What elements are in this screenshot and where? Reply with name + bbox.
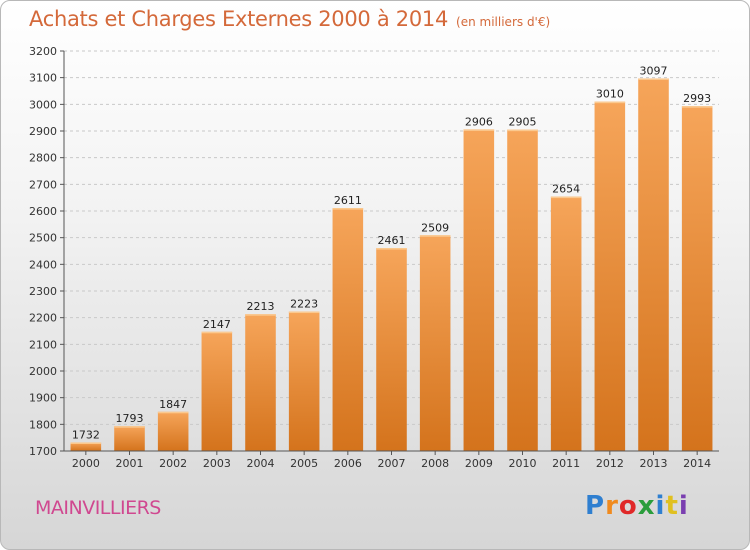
bar-top-highlight xyxy=(114,426,145,428)
logo-letter: i xyxy=(678,491,689,521)
bar-2011[interactable] xyxy=(550,196,582,451)
data-label-2012: 3010 xyxy=(596,88,624,101)
bar-2003[interactable] xyxy=(201,331,233,451)
y-tick-label: 2500 xyxy=(29,232,57,245)
bar-top-highlight xyxy=(681,106,713,108)
city-name: MAINVILLIERS xyxy=(35,497,161,519)
x-tick-label-2009: 2009 xyxy=(465,457,493,470)
data-label-2014: 2993 xyxy=(683,92,711,105)
x-tick-label-2000: 2000 xyxy=(72,457,100,470)
x-tick-label-2002: 2002 xyxy=(159,457,187,470)
bar-2000[interactable] xyxy=(70,442,102,451)
x-tick-label-2010: 2010 xyxy=(509,457,537,470)
title-text: Achats et Charges Externes 2000 à 2014 xyxy=(29,7,449,31)
logo-letter: t xyxy=(665,491,679,521)
bar-2004[interactable] xyxy=(245,314,276,451)
chart-title: Achats et Charges Externes 2000 à 2014 (e… xyxy=(29,7,550,31)
x-tick-label-2004: 2004 xyxy=(247,457,275,470)
x-tick-label-2014: 2014 xyxy=(683,457,711,470)
x-tick-label-2012: 2012 xyxy=(596,457,624,470)
data-label-2013: 3097 xyxy=(640,64,668,77)
y-tick-label: 2700 xyxy=(29,178,57,191)
bar-2007[interactable] xyxy=(376,248,407,451)
y-tick-label: 2000 xyxy=(29,365,57,378)
logo-letter: r xyxy=(605,491,619,521)
data-label-2010: 2905 xyxy=(509,116,537,129)
bar-top-highlight xyxy=(376,248,407,250)
axes: 1700 1800 1900 2000 2100 2200 2300 2400 2500 2600… xyxy=(29,45,719,470)
bar-2008[interactable] xyxy=(419,235,451,451)
data-label-2000: 1732 xyxy=(72,428,100,441)
y-tick-label: 2800 xyxy=(29,152,57,165)
bars: 1732 1793 1847 2147 2213 2223 2611 2461 2509 2906… xyxy=(70,64,713,452)
y-tick-label: 2400 xyxy=(29,258,57,271)
bar-2006[interactable] xyxy=(332,208,364,451)
data-label-2003: 2147 xyxy=(203,318,231,331)
proxiti-logo[interactable]: Proxiti xyxy=(585,491,689,521)
data-label-2005: 2223 xyxy=(290,298,318,311)
bar-2001[interactable] xyxy=(114,426,145,451)
logo-letter: x xyxy=(637,491,656,521)
y-tick-label: 2300 xyxy=(29,285,57,298)
y-tick-label: 1800 xyxy=(29,418,57,431)
bar-top-highlight xyxy=(463,129,495,131)
x-tick-label-2005: 2005 xyxy=(290,457,318,470)
data-label-2009: 2906 xyxy=(465,115,493,128)
data-label-2007: 2461 xyxy=(378,234,406,247)
x-tick-label-2003: 2003 xyxy=(203,457,231,470)
bar-2014[interactable] xyxy=(681,106,713,451)
bar-2009[interactable] xyxy=(463,129,495,451)
data-label-2008: 2509 xyxy=(421,221,449,234)
logo-letter: o xyxy=(618,491,638,521)
y-tick-label: 2100 xyxy=(29,338,57,351)
y-tick-label: 3200 xyxy=(29,45,57,58)
chart-subtitle: (en milliers d'€) xyxy=(456,15,551,29)
bar-top-highlight xyxy=(507,129,538,132)
bar-2013[interactable] xyxy=(638,78,669,451)
x-tick-label-2011: 2011 xyxy=(552,457,580,470)
bar-top-highlight xyxy=(201,331,233,334)
bar-2005[interactable] xyxy=(288,311,320,451)
bar-2002[interactable] xyxy=(157,411,189,451)
bar-top-highlight xyxy=(288,311,320,314)
bar-top-highlight xyxy=(638,78,669,80)
y-tick-label: 3000 xyxy=(29,98,57,111)
bar-top-highlight xyxy=(245,314,276,316)
bar-2012[interactable] xyxy=(594,101,626,452)
bar-top-highlight xyxy=(332,208,364,210)
x-tick-label-2001: 2001 xyxy=(116,457,144,470)
bar-top-highlight xyxy=(419,235,451,237)
bar-top-highlight xyxy=(594,101,626,104)
data-label-2004: 2213 xyxy=(247,300,275,313)
x-tick-label-2008: 2008 xyxy=(421,457,449,470)
y-tick-label: 2200 xyxy=(29,312,57,325)
logo-letter: P xyxy=(585,491,606,521)
bar-top-highlight xyxy=(70,442,102,444)
y-tick-label: 2900 xyxy=(29,125,57,138)
y-tick-label: 1700 xyxy=(29,445,57,458)
x-tick-label-2013: 2013 xyxy=(640,457,668,470)
y-tick-label: 3100 xyxy=(29,72,57,85)
data-label-2006: 2611 xyxy=(334,194,362,207)
bar-top-highlight xyxy=(550,196,582,199)
bar-2010[interactable] xyxy=(507,129,538,451)
y-tick-label: 2600 xyxy=(29,205,57,218)
data-label-2011: 2654 xyxy=(552,183,580,196)
y-tick-label: 1900 xyxy=(29,392,57,405)
x-tick-label-2007: 2007 xyxy=(378,457,406,470)
x-tick-label-2006: 2006 xyxy=(334,457,362,470)
logo-letter: i xyxy=(655,491,666,521)
data-label-2002: 1847 xyxy=(159,398,187,411)
data-label-2001: 1793 xyxy=(116,412,144,425)
bar-top-highlight xyxy=(157,411,189,414)
